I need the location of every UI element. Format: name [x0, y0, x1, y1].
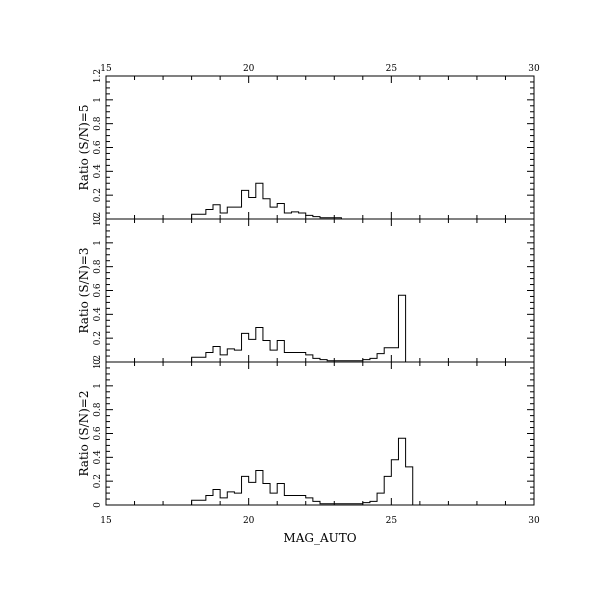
- y-tick-label: 1.2: [93, 212, 103, 226]
- y-tick-label: 0.6: [93, 283, 103, 298]
- histogram-steps: [191, 294, 420, 363]
- y-tick-label: 0.8: [93, 259, 103, 274]
- panel-frame: [105, 75, 535, 220]
- y-tick-label: 0.2: [93, 331, 103, 345]
- histogram-steps: [191, 437, 420, 506]
- y-tick-label: 0.8: [93, 116, 103, 131]
- x-tick-label: 15: [100, 516, 112, 526]
- y-tick-label: 0: [93, 216, 103, 222]
- top-tick-label: 20: [243, 64, 255, 74]
- panel-1: 0 0.2 0.4 0.6 0.8 1 1.215 20 25 30 Ratio (S/N)=5: [77, 64, 540, 222]
- panel-2: 0 0.2 0.4 0.6 0.8 1 1.2 Ratio (S/N)=3: [77, 212, 535, 365]
- y-axis-label: Ratio (S/N)=2: [77, 391, 91, 477]
- top-tick-label: 15: [100, 64, 112, 74]
- x-axis-label: MAG_AUTO: [283, 531, 356, 545]
- x-tick-label: 20: [243, 516, 255, 526]
- panel-frame: [105, 218, 535, 363]
- y-tick-label: 1.2: [93, 69, 103, 83]
- y-tick-label: 1.2: [93, 355, 103, 369]
- x-tick-label: 30: [528, 516, 540, 526]
- y-tick-label: 1: [93, 97, 103, 103]
- y-axis-label: Ratio (S/N)=3: [77, 248, 91, 334]
- x-tick-label: 25: [386, 516, 398, 526]
- top-tick-label: 30: [528, 64, 540, 74]
- panel-frame: [105, 361, 535, 506]
- y-tick-label: 0: [93, 359, 103, 365]
- y-tick-label: 0.4: [93, 450, 103, 465]
- panel-3: 0 0.2 0.4 0.6 0.8 1 1.2 Ratio (S/N)=2: [77, 355, 535, 508]
- y-tick-label: 0.4: [93, 164, 103, 179]
- y-tick-label: 0: [93, 502, 103, 508]
- y-axis-label: Ratio (S/N)=5: [77, 105, 91, 191]
- histogram-steps: [191, 182, 420, 220]
- y-tick-label: 1: [93, 240, 103, 246]
- y-tick-label: 0.8: [93, 402, 103, 417]
- y-tick-label: 0.4: [93, 307, 103, 322]
- top-tick-label: 25: [386, 64, 398, 74]
- y-tick-label: 0.2: [93, 474, 103, 488]
- y-tick-label: 0.6: [93, 140, 103, 155]
- y-tick-label: 1: [93, 383, 103, 389]
- y-tick-label: 0.6: [93, 426, 103, 441]
- y-tick-label: 0.2: [93, 188, 103, 202]
